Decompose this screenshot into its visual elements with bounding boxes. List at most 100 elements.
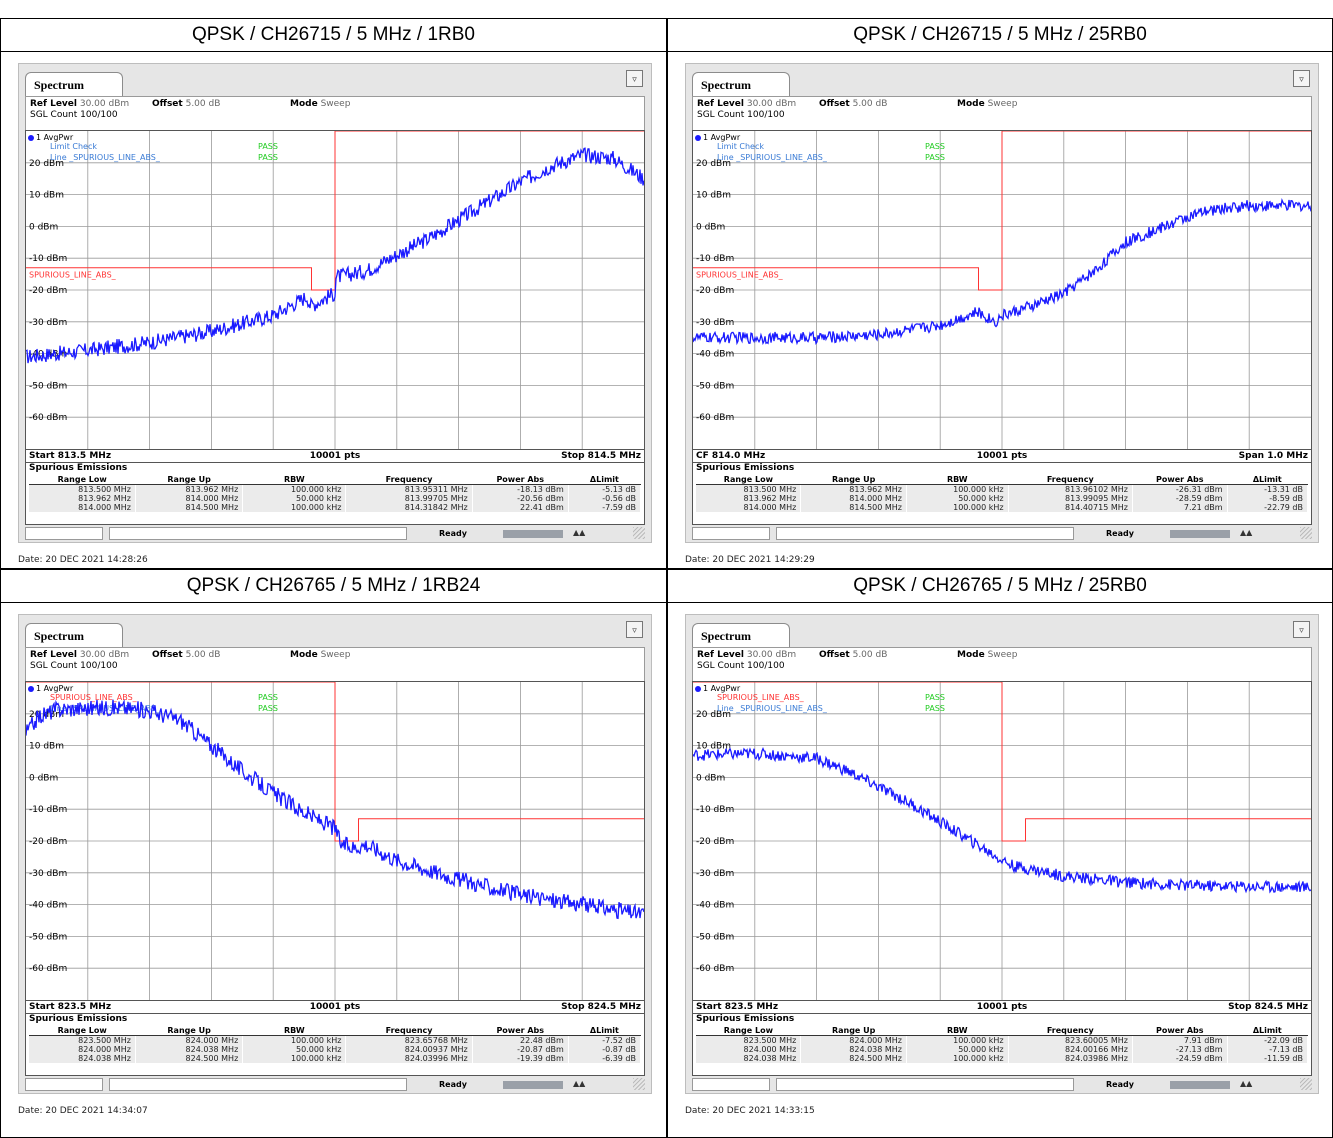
table-cell: -11.59 dB [1227,1054,1309,1063]
footer-center: 10001 pts [976,451,1028,461]
trace-label-text: 1 AvgPwr [36,133,74,142]
table-cell: 7.91 dBm [1132,1035,1228,1045]
measurement-header: Ref Level 30.00 dBm Offset 5.00 dB Mode Sw… [692,647,1312,681]
table-row: 813.500 MHz 813.962 MHz 100.000 kHz 813.953… [29,484,642,494]
column-header: Power Abs [1132,1025,1228,1036]
column-header: RBW [242,474,346,485]
y-tick-label: -20 dBm [696,837,734,847]
table-cell: -7.13 dB [1227,1045,1309,1054]
ref-level-value: 30.00 dBm [79,99,130,109]
table-cell: 814.000 MHz [696,503,802,512]
y-tick-label: -40 dBm [696,901,734,911]
resize-grip-icon[interactable] [633,527,645,539]
table-cell: 824.038 MHz [696,1054,802,1063]
status-input-main[interactable] [109,1078,407,1091]
y-tick-label: -10 dBm [29,805,67,815]
analyzer-screenshot: Spectrum ▿ Ref Level 30.00 dBm Offset 5.00 … [685,63,1319,543]
column-header: RBW [906,474,1009,485]
ref-level: Ref Level 30.00 dBm [697,650,796,660]
table-cell: -19.39 dBm [472,1054,569,1063]
table-cell: 824.000 MHz [696,1045,802,1054]
status-input-main[interactable] [109,527,407,540]
date-stamp: Date: 20 DEC 2021 14:33:15 [685,1106,815,1116]
report-cell: QPSK / CH26765 / 5 MHz / 1RB24 Spectrum ▿ R… [0,569,667,1138]
resize-grip-icon[interactable] [633,1078,645,1090]
spurious-emissions-title: Spurious Emissions [29,1014,128,1024]
limit-check-label: SPURIOUS_LINE_ABS_ [50,693,138,702]
column-header: Frequency [1008,474,1133,485]
table-cell: 824.000 MHz [135,1035,244,1045]
spurious-emissions-panel: Spurious Emissions Range Low Range Up RBW Fr… [25,1014,645,1076]
mode-value: Sweep [320,650,351,660]
trace-marker-icon [695,134,701,141]
mode: Mode Sweep [290,650,350,660]
tab-menu-icon[interactable]: ▿ [626,621,643,638]
status-input-main[interactable] [776,527,1074,540]
table-cell: 813.962 MHz [135,484,244,494]
table-row: 824.000 MHz 824.038 MHz 50.000 kHz 824.0093… [29,1045,642,1054]
table-cell: 814.000 MHz [29,503,136,512]
column-header: Range Low [696,474,801,485]
table-cell: 50.000 kHz [906,1045,1009,1054]
column-header: Frequency [1008,1025,1133,1036]
trace-marker-icon [28,685,34,692]
measurement-header: Ref Level 30.00 dBm Offset 5.00 dB Mode Sw… [692,96,1312,130]
table-row: 824.000 MHz 824.038 MHz 50.000 kHz 824.0016… [696,1045,1309,1054]
table-cell: 814.31842 MHz [345,503,473,512]
limit-check-status: PASS [925,142,945,151]
table-cell: 814.500 MHz [800,503,908,512]
table-cell: -8.59 dB [1227,494,1309,503]
status-input-left[interactable] [692,527,770,540]
offset: Offset 5.00 dB [819,650,887,660]
y-tick-label: -30 dBm [696,869,734,879]
table-cell: 824.03996 MHz [345,1054,473,1063]
tab-menu-icon[interactable]: ▿ [1293,70,1310,87]
tab-menu-icon[interactable]: ▿ [626,70,643,87]
spectrum-tab[interactable]: Spectrum [25,72,123,96]
resize-grip-icon[interactable] [1300,527,1312,539]
status-input-left[interactable] [25,1078,103,1091]
table-cell: 100.000 kHz [906,503,1009,512]
table-cell: -18.13 dBm [472,484,569,494]
ref-level: Ref Level 30.00 dBm [697,99,796,109]
y-tick-label: -30 dBm [696,318,734,328]
status-input-left[interactable] [25,527,103,540]
resize-grip-icon[interactable] [1300,1078,1312,1090]
column-header: Range Up [135,474,243,485]
y-tick-label: -50 dBm [696,381,734,391]
spectrum-tab[interactable]: Spectrum [692,72,790,96]
spectrum-tab[interactable]: Spectrum [692,623,790,647]
spectrum-tab[interactable]: Spectrum [25,623,123,647]
table-cell: -22.09 dB [1227,1035,1309,1045]
status-input-left[interactable] [692,1078,770,1091]
column-header: ΔLimit [1227,474,1308,485]
tab-menu-icon[interactable]: ▿ [1293,621,1310,638]
status-ready: Ready [1106,1080,1134,1089]
spectrum-plot: 1 AvgPwr 20 dBm 10 dBm 0 dBm -10 dBm -20 dBm -… [692,681,1312,1001]
offset-value: 5.00 dB [852,650,888,660]
plot-footer: Start 823.5 MHz 10001 pts Stop 824.5 MHz [25,1001,645,1014]
sgl-count: SGL Count 100/100 [697,661,785,671]
table-cell: 50.000 kHz [242,494,347,503]
y-tick-label: -40 dBm [696,350,734,360]
y-tick-label: 20 dBm [696,159,731,169]
report-cell: QPSK / CH26715 / 5 MHz / 25RB0 Spectrum ▿ R… [667,18,1333,569]
table-cell: 100.000 kHz [242,1035,347,1045]
lxi-icon: ▲▲ [1240,528,1253,537]
status-input-main[interactable] [776,1078,1074,1091]
table-cell: -6.39 dB [568,1054,642,1063]
mode-value: Sweep [987,99,1018,109]
y-tick-label: 0 dBm [696,773,725,783]
table-cell: 823.60005 MHz [1008,1035,1133,1045]
spurious-emissions-title: Spurious Emissions [29,463,128,473]
table-cell: 824.500 MHz [135,1054,244,1063]
table-row: 813.962 MHz 814.000 MHz 50.000 kHz 813.9909… [696,494,1309,503]
footer-left: Start 823.5 MHz [29,1002,112,1012]
y-tick-label: -30 dBm [29,318,67,328]
column-header: RBW [906,1025,1009,1036]
table-row: 814.000 MHz 814.500 MHz 100.000 kHz 814.407… [696,503,1309,512]
y-tick-label: -50 dBm [29,932,67,942]
spurious-table: Range Low Range Up RBW Frequency Power Abs ΔL… [696,1025,1309,1063]
